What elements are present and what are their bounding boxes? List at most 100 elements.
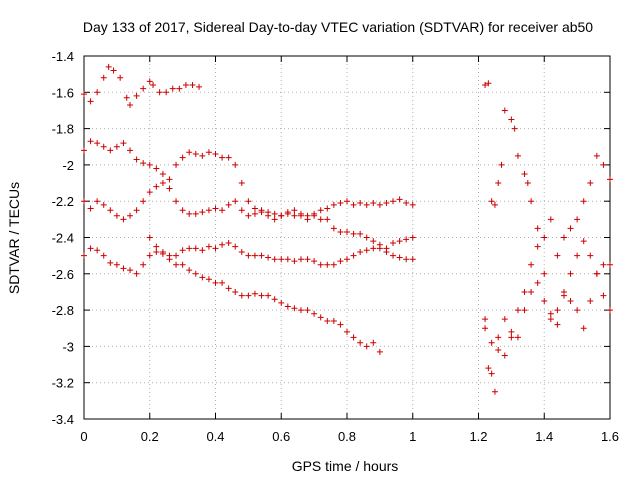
data-point bbox=[291, 207, 298, 214]
data-point bbox=[146, 234, 153, 241]
data-point bbox=[232, 198, 239, 205]
data-point bbox=[117, 74, 124, 81]
series-track-4 bbox=[81, 239, 416, 277]
data-point bbox=[265, 212, 272, 219]
data-point bbox=[258, 209, 265, 216]
data-point bbox=[87, 245, 94, 252]
data-point bbox=[495, 347, 502, 354]
data-point bbox=[297, 212, 304, 219]
data-point bbox=[173, 198, 180, 205]
data-point bbox=[514, 307, 521, 314]
y-tick-label: -3 bbox=[62, 339, 74, 354]
data-point bbox=[488, 370, 495, 377]
data-point bbox=[396, 196, 403, 203]
data-point bbox=[304, 216, 311, 223]
data-point bbox=[350, 230, 357, 237]
data-point bbox=[511, 125, 518, 132]
series-track-1 bbox=[81, 63, 203, 109]
data-point bbox=[580, 325, 587, 332]
y-tick-label: -2.6 bbox=[52, 267, 74, 282]
data-point bbox=[166, 185, 173, 192]
data-point bbox=[363, 247, 370, 254]
data-point bbox=[245, 212, 252, 219]
data-point bbox=[304, 256, 311, 263]
data-point bbox=[311, 258, 318, 265]
data-point bbox=[87, 205, 94, 212]
series-track-7 bbox=[482, 261, 613, 395]
data-point bbox=[163, 89, 170, 96]
data-point bbox=[501, 352, 508, 359]
data-point bbox=[311, 210, 318, 217]
y-tick-label: -2.4 bbox=[52, 231, 74, 246]
data-point bbox=[488, 339, 495, 346]
data-point bbox=[251, 252, 258, 259]
data-point bbox=[600, 261, 607, 268]
data-point bbox=[376, 201, 383, 208]
data-point bbox=[150, 82, 157, 89]
data-point bbox=[409, 256, 416, 263]
data-point bbox=[87, 98, 94, 105]
data-point bbox=[482, 316, 489, 323]
data-point bbox=[514, 334, 521, 341]
data-point bbox=[140, 85, 147, 92]
data-point bbox=[156, 89, 163, 96]
data-point bbox=[344, 328, 350, 335]
data-point bbox=[225, 154, 232, 161]
data-point bbox=[284, 303, 291, 310]
data-point bbox=[574, 252, 581, 259]
data-point bbox=[580, 198, 587, 205]
data-point bbox=[554, 307, 561, 314]
data-point bbox=[169, 85, 176, 92]
data-point bbox=[212, 205, 219, 212]
data-point bbox=[547, 316, 554, 323]
data-point bbox=[271, 296, 278, 303]
data-point bbox=[127, 267, 134, 274]
x-axis-title: GPS time / hours bbox=[292, 458, 399, 474]
data-point bbox=[383, 249, 390, 256]
data-point bbox=[560, 292, 567, 299]
y-tick-label: -3.4 bbox=[52, 412, 74, 427]
data-point bbox=[370, 200, 377, 207]
x-tick-label: 0.4 bbox=[206, 429, 224, 444]
data-point bbox=[291, 258, 298, 265]
data-point bbox=[186, 210, 193, 217]
data-point bbox=[324, 317, 331, 324]
data-point bbox=[81, 147, 87, 154]
data-point bbox=[390, 252, 397, 259]
data-point bbox=[225, 201, 232, 208]
data-point bbox=[409, 201, 416, 208]
data-point bbox=[113, 143, 120, 150]
data-point bbox=[205, 243, 212, 250]
data-point bbox=[238, 292, 245, 299]
data-point bbox=[370, 245, 377, 252]
data-point bbox=[357, 230, 364, 237]
data-point bbox=[238, 180, 245, 187]
data-point bbox=[238, 207, 245, 214]
data-point bbox=[100, 252, 107, 259]
series-track-6 bbox=[482, 80, 613, 259]
data-point bbox=[337, 229, 344, 236]
data-point bbox=[192, 151, 199, 158]
data-point bbox=[324, 216, 331, 223]
data-point bbox=[120, 216, 127, 223]
data-point bbox=[81, 91, 87, 98]
data-point bbox=[337, 258, 344, 265]
data-point bbox=[383, 200, 390, 207]
data-point bbox=[508, 334, 515, 341]
data-point bbox=[330, 317, 337, 324]
data-point bbox=[600, 161, 607, 168]
data-point bbox=[140, 198, 147, 205]
data-point bbox=[390, 198, 397, 205]
data-point bbox=[245, 292, 252, 299]
data-point bbox=[567, 298, 574, 305]
data-point bbox=[245, 252, 252, 259]
data-point bbox=[212, 151, 219, 158]
data-point bbox=[186, 267, 193, 274]
data-point bbox=[403, 200, 410, 207]
y-tick-labels: -1.4 -1.6 -1.8 -2 -2.2 -2.4 -2.6 -2.8 -3 -3.2 -3.4 bbox=[52, 49, 74, 427]
data-point bbox=[403, 256, 410, 263]
data-point bbox=[491, 388, 498, 395]
data-point bbox=[485, 80, 492, 87]
data-point bbox=[587, 298, 594, 305]
